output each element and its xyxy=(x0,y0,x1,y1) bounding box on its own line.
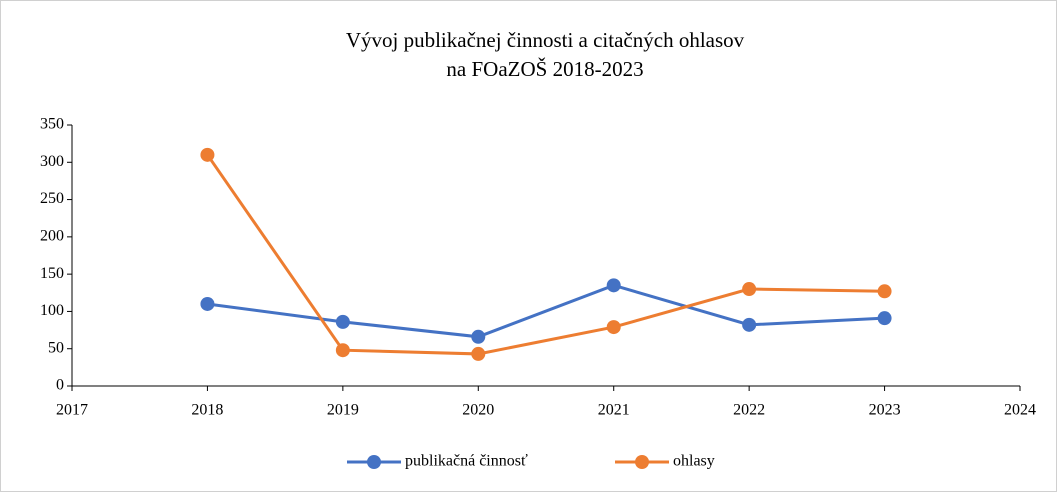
data-point xyxy=(877,311,892,326)
legend-label: publikačná činnosť xyxy=(405,453,528,470)
y-tick-label: 350 xyxy=(40,116,64,133)
y-tick-label: 300 xyxy=(40,153,64,170)
data-point xyxy=(335,314,350,329)
legend-label: ohlasy xyxy=(673,453,715,470)
chart-title: na FOaZOŠ 2018-2023 xyxy=(446,57,643,81)
y-tick-label: 50 xyxy=(48,339,64,356)
data-point xyxy=(200,296,215,311)
data-point xyxy=(742,282,757,297)
data-point xyxy=(742,317,757,332)
y-tick-label: 250 xyxy=(40,190,64,207)
x-tick-label: 2022 xyxy=(733,402,765,419)
data-point xyxy=(200,147,215,162)
data-point xyxy=(606,278,621,293)
x-tick-label: 2020 xyxy=(462,402,494,419)
x-tick-label: 2019 xyxy=(327,402,359,419)
x-tick-label: 2023 xyxy=(869,402,901,419)
chart-title: Vývoj publikačnej činnosti a citačných o… xyxy=(346,28,745,52)
y-tick-label: 200 xyxy=(40,228,64,245)
x-tick-label: 2021 xyxy=(598,402,630,419)
x-tick-label: 2024 xyxy=(1004,402,1036,419)
data-point xyxy=(471,329,486,344)
x-tick-label: 2017 xyxy=(56,402,88,419)
y-tick-label: 150 xyxy=(40,265,64,282)
y-tick-label: 100 xyxy=(40,302,64,319)
y-tick-label: 0 xyxy=(56,377,64,394)
legend-marker xyxy=(367,455,381,469)
data-point xyxy=(877,284,892,299)
x-tick-label: 2018 xyxy=(191,402,223,419)
data-point xyxy=(335,343,350,358)
data-point xyxy=(606,320,621,335)
legend-marker xyxy=(635,455,649,469)
data-point xyxy=(471,346,486,361)
series-line xyxy=(206,153,885,356)
